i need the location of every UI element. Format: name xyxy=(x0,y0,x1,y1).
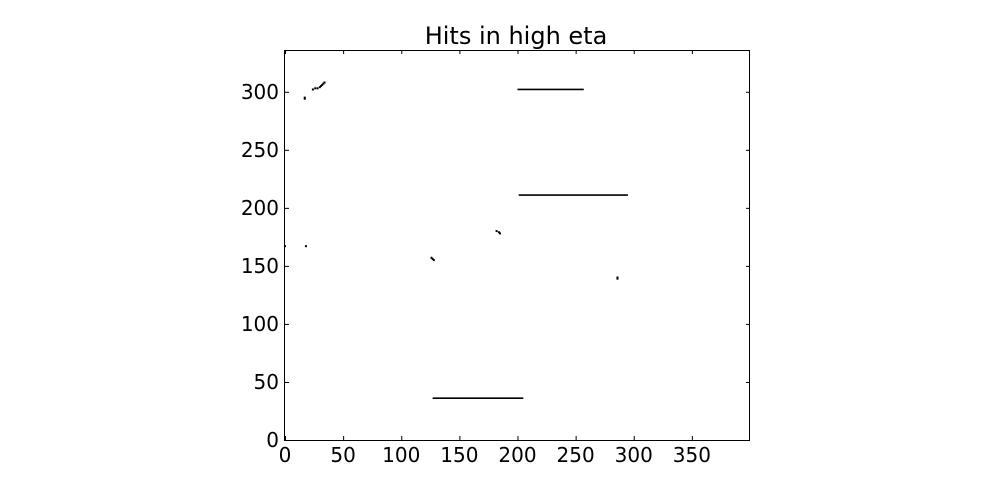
chart-title: Hits in high eta xyxy=(425,22,608,50)
plot-area xyxy=(284,81,628,400)
x-tick-label: 150 xyxy=(440,443,478,467)
hit-point xyxy=(318,86,321,89)
hit-point xyxy=(499,232,502,235)
hit-point xyxy=(497,231,500,234)
x-tick-label: 100 xyxy=(382,443,420,467)
hit-point xyxy=(432,259,435,262)
hit-point xyxy=(320,84,323,87)
hit-point xyxy=(314,87,317,90)
hit-point xyxy=(322,82,325,85)
hit-point xyxy=(616,277,619,280)
hit-point xyxy=(431,257,434,260)
y-tick-label: 150 xyxy=(241,254,279,278)
hit-point xyxy=(304,245,307,248)
y-tick-label: 50 xyxy=(254,370,279,394)
hit-point xyxy=(303,96,306,99)
x-tick-label: 200 xyxy=(498,443,536,467)
hit-point xyxy=(323,81,326,84)
hit-point xyxy=(430,256,433,259)
hit-point xyxy=(495,230,498,233)
hit-point xyxy=(311,88,314,91)
y-tick-label: 250 xyxy=(241,138,279,162)
y-tick-label: 0 xyxy=(266,428,279,452)
y-tick-label: 200 xyxy=(241,196,279,220)
hit-point xyxy=(303,97,306,100)
y-tick-label: 100 xyxy=(241,312,279,336)
x-tick-label: 350 xyxy=(673,443,711,467)
x-tick-label: 50 xyxy=(330,443,355,467)
hit-point xyxy=(321,83,324,86)
hit-point xyxy=(616,276,619,279)
hit-point xyxy=(316,87,319,90)
x-tick-label: 250 xyxy=(557,443,595,467)
plot-frame xyxy=(284,50,750,441)
axis-ticks: 0 50 100 150 200 250 300 350 0 50 100 150 200 250 300 xyxy=(241,50,750,467)
y-tick-label: 300 xyxy=(241,80,279,104)
x-tick-label: 0 xyxy=(279,443,292,467)
x-tick-label: 300 xyxy=(615,443,653,467)
